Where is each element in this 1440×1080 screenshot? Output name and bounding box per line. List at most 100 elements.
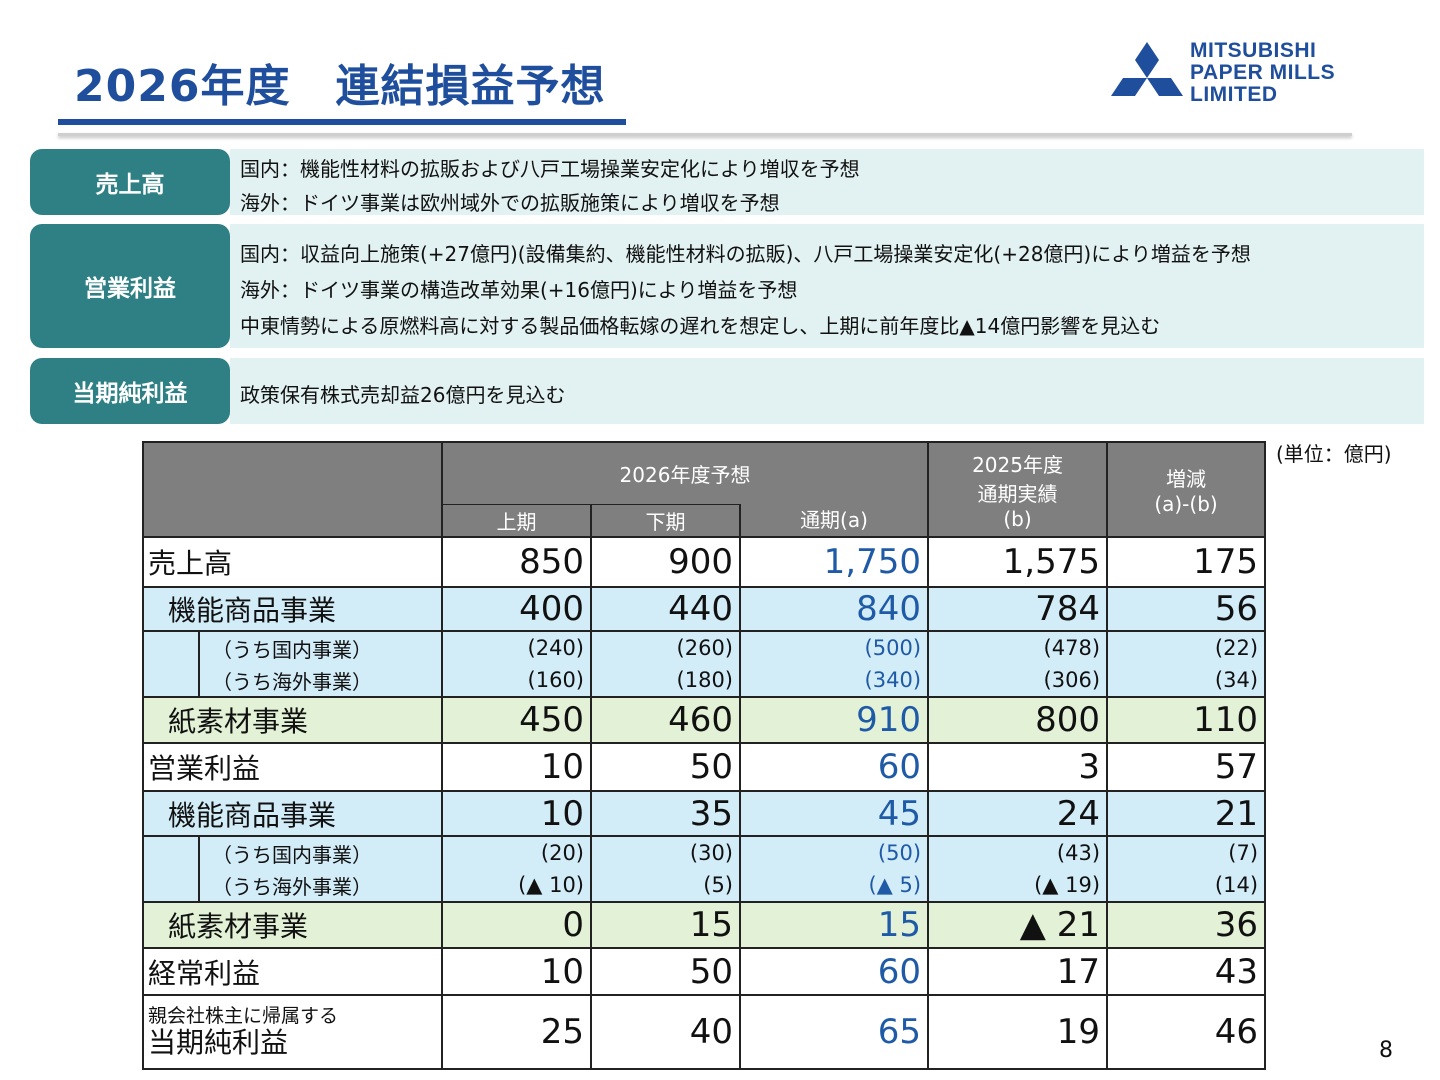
title-underline (58, 119, 626, 125)
summary-line: 海外：ドイツ事業は欧州域外での拡販施策により増収を予想 (240, 191, 780, 215)
row-label: （うち海外事業） (198, 869, 443, 903)
cell-value: 35 (590, 790, 741, 837)
cell-value: (260) (590, 630, 741, 664)
cell-value: 800 (927, 696, 1109, 744)
cell-value: 110 (1106, 696, 1267, 744)
row-label: 経常利益 (142, 947, 443, 996)
cell-value: (478) (927, 630, 1109, 664)
row-label: （うち国内事業） (198, 630, 443, 664)
row-label: 親会社株主に帰属する 当期純利益 (142, 994, 443, 1070)
cell-value: 50 (590, 947, 741, 996)
header-corner (142, 441, 443, 538)
summary-label-operating-profit: 営業利益 (30, 224, 230, 348)
cell-value: (306) (927, 664, 1109, 698)
cell-value: (30) (590, 835, 741, 869)
cell-value: (240) (441, 630, 592, 664)
cell-value: (34) (1106, 664, 1267, 698)
table-row: 紙素材事業 450 460 910 800 110 (142, 696, 1267, 744)
row-label: 機能商品事業 (142, 790, 443, 837)
header-prev-year: 2025年度 通期実績 (b) (927, 441, 1109, 538)
table-row: 親会社株主に帰属する 当期純利益 25 40 65 19 46 (142, 994, 1267, 1070)
cell-value: ▲ 21 (927, 901, 1109, 949)
row-label: （うち海外事業） (198, 664, 443, 698)
cell-value: 56 (1106, 586, 1267, 632)
cell-value: 57 (1106, 742, 1267, 792)
summary-label-sales: 売上高 (30, 149, 230, 215)
cell-value: (▲ 10) (441, 869, 592, 903)
cell-value: 10 (441, 790, 592, 837)
row-label: （うち国内事業） (198, 835, 443, 869)
cell-value: 24 (927, 790, 1109, 837)
cell-value: (22) (1106, 630, 1267, 664)
header-full-year: 通期(a) (738, 504, 930, 538)
cell-value: 1,750 (738, 536, 930, 588)
cell-value: (5) (590, 869, 741, 903)
summary-line: 海外：ドイツ事業の構造改革効果(+16億円)により増益を予想 (240, 278, 798, 302)
page-number: 8 (1379, 1038, 1393, 1063)
cell-value: 784 (927, 586, 1109, 632)
cell-value: 910 (738, 696, 930, 744)
row-label: 営業利益 (142, 742, 443, 792)
cell-value: (20) (441, 835, 592, 869)
cell-value: 40 (590, 994, 741, 1070)
header-h2: 下期 (590, 503, 741, 538)
cell-value: 850 (441, 536, 592, 588)
cell-value: 36 (1106, 901, 1267, 949)
cell-value: 175 (1106, 536, 1267, 588)
row-label: 紙素材事業 (142, 901, 443, 949)
cell-value: (43) (927, 835, 1109, 869)
table-row: 経常利益 10 50 60 17 43 (142, 947, 1267, 996)
indent-spacer (142, 630, 200, 697)
company-logo: MITSUBISHI PAPER MILLS LIMITED (1106, 40, 1356, 112)
cell-value: 1,575 (927, 536, 1109, 588)
cell-value: 60 (738, 947, 930, 996)
three-diamonds-logo-icon (1111, 42, 1183, 96)
summary-body-sales: 国内：機能性材料の拡販および八戸工場操業安定化により増収を予想 海外：ドイツ事業… (230, 149, 1424, 215)
indent-spacer (142, 835, 200, 902)
logo-text: MITSUBISHI PAPER MILLS LIMITED (1190, 39, 1336, 106)
summary-line: 国内：機能性材料の拡販および八戸工場操業安定化により増収を予想 (240, 157, 860, 181)
cell-value: 0 (441, 901, 592, 949)
summary-body-operating-profit: 国内：収益向上施策(+27億円)(設備集約、機能性材料の拡販)、八戸工場操業安定… (230, 224, 1424, 348)
cell-value: 43 (1106, 947, 1267, 996)
cell-value: 15 (590, 901, 741, 949)
row-label: 紙素材事業 (142, 696, 443, 744)
cell-value: 19 (927, 994, 1109, 1070)
cell-value: 460 (590, 696, 741, 744)
cell-value: (▲ 19) (927, 869, 1109, 903)
unit-note: (単位：億円) (1276, 442, 1392, 466)
header-h1: 上期 (441, 503, 592, 538)
table-row: （うち海外事業） (160) (180) (340) (306) (34) (143, 664, 1267, 698)
cell-value: (500) (738, 630, 930, 664)
table-row: 機能商品事業 10 35 45 24 21 (142, 790, 1267, 837)
row-label: 売上高 (142, 536, 443, 588)
cell-value: 50 (590, 742, 741, 792)
table-row: （うち国内事業） (240) (260) (500) (478) (22) (142, 630, 1267, 697)
cell-value: (50) (738, 835, 930, 869)
cell-value: 15 (738, 901, 930, 949)
cell-value: 840 (738, 586, 930, 632)
cell-value: 65 (738, 994, 930, 1070)
pl-forecast-table: 2026年度予想 2025年度 通期実績 (b) 増減 (a)-(b) 上期 下期 通… (142, 441, 1267, 1070)
cell-value: 45 (738, 790, 930, 837)
table-row: 機能商品事業 400 440 840 784 56 (142, 586, 1267, 632)
table-row: 売上高 850 900 1,750 1,575 175 (142, 536, 1267, 588)
cell-value: 450 (441, 696, 592, 744)
cell-value: 440 (590, 586, 741, 632)
cell-value: 21 (1106, 790, 1267, 837)
cell-value: 46 (1106, 994, 1267, 1070)
cell-value: 3 (927, 742, 1109, 792)
cell-value: (14) (1106, 869, 1267, 903)
cell-value: (180) (590, 664, 741, 698)
cell-value: (7) (1106, 835, 1267, 869)
summary-line: 政策保有株式売却益26億円を見込む (240, 383, 566, 407)
summary-line: 国内：収益向上施策(+27億円)(設備集約、機能性材料の拡販)、八戸工場操業安定… (240, 242, 1251, 266)
cell-value: 60 (738, 742, 930, 792)
page-title: 2026年度 連結損益予想 (74, 61, 606, 112)
cell-value: 400 (441, 586, 592, 632)
cell-value: (340) (738, 664, 930, 698)
summary-body-net-income: 政策保有株式売却益26億円を見込む (230, 358, 1424, 424)
summary-label-net-income: 当期純利益 (30, 358, 230, 424)
table-row: （うち国内事業） (20) (30) (50) (43) (7) (142, 835, 1267, 902)
row-label: 機能商品事業 (142, 586, 443, 632)
